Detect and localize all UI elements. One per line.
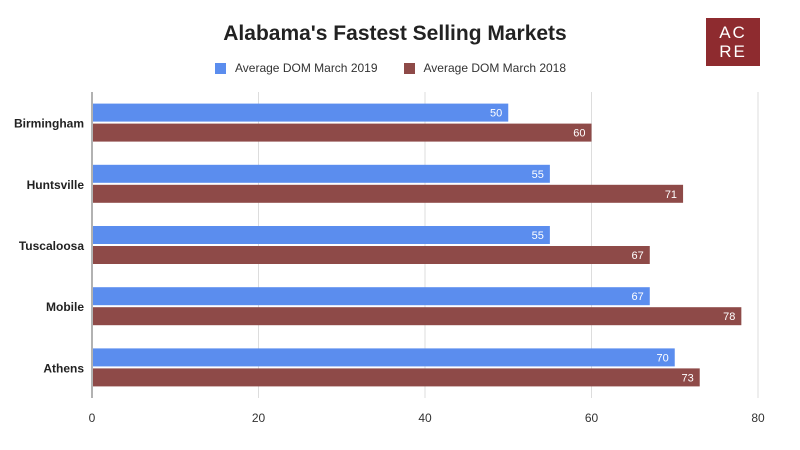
legend-swatch-2018	[403, 62, 415, 74]
data-label-birmingham-2019: 50	[490, 108, 502, 120]
category-label-huntsville: Huntsville	[27, 178, 85, 192]
data-label-huntsville-2018: 71	[665, 189, 677, 201]
bar-tuscaloosa-2018	[93, 246, 650, 264]
bar-tuscaloosa-2019	[93, 226, 550, 244]
data-label-mobile-2019: 67	[632, 291, 644, 303]
bar-huntsville-2018	[93, 184, 684, 203]
bar-huntsville-2019	[93, 164, 550, 183]
logo-line-1: AC	[719, 23, 747, 42]
bar-mobile-2019	[93, 287, 650, 306]
data-label-tuscaloosa-2018: 67	[632, 250, 644, 262]
category-label-athens: Athens	[43, 361, 84, 375]
x-tick-label-20: 20	[252, 411, 266, 425]
data-label-birmingham-2018: 60	[573, 128, 585, 140]
category-label-tuscaloosa: Tuscaloosa	[19, 239, 84, 253]
legend-swatch-2019	[215, 62, 226, 74]
bar-athens-2019	[93, 348, 675, 367]
bar-mobile-2018	[93, 307, 742, 326]
bar-birmingham-2018	[93, 123, 592, 142]
bar-athens-2018	[93, 368, 700, 387]
acre-logo: AC RE	[706, 18, 760, 66]
data-label-tuscaloosa-2019: 55	[532, 230, 544, 242]
legend-item-2019: Average DOM March 2019	[215, 61, 378, 75]
legend-label-2019: Average DOM March 2019	[235, 61, 378, 75]
data-label-huntsville-2019: 55	[532, 169, 544, 181]
x-tick-label-60: 60	[585, 411, 599, 425]
data-label-mobile-2018: 78	[723, 311, 735, 323]
x-tick-label-40: 40	[418, 411, 432, 425]
legend: Average DOM March 2019 Average DOM March…	[215, 61, 592, 75]
legend-label-2018: Average DOM March 2018	[423, 61, 567, 75]
legend-item-2018: Average DOM March 2018	[403, 61, 567, 75]
data-label-athens-2019: 70	[657, 352, 669, 364]
x-tick-label-80: 80	[751, 411, 765, 425]
category-label-birmingham: Birmingham	[14, 117, 84, 131]
x-tick-label-0: 0	[89, 411, 96, 425]
category-label-mobile: Mobile	[46, 300, 84, 314]
chart-title: Alabama's Fastest Selling Markets	[223, 22, 567, 45]
logo-line-2: RE	[719, 42, 747, 61]
data-label-athens-2018: 73	[681, 372, 693, 384]
bar-birmingham-2019	[93, 103, 509, 122]
